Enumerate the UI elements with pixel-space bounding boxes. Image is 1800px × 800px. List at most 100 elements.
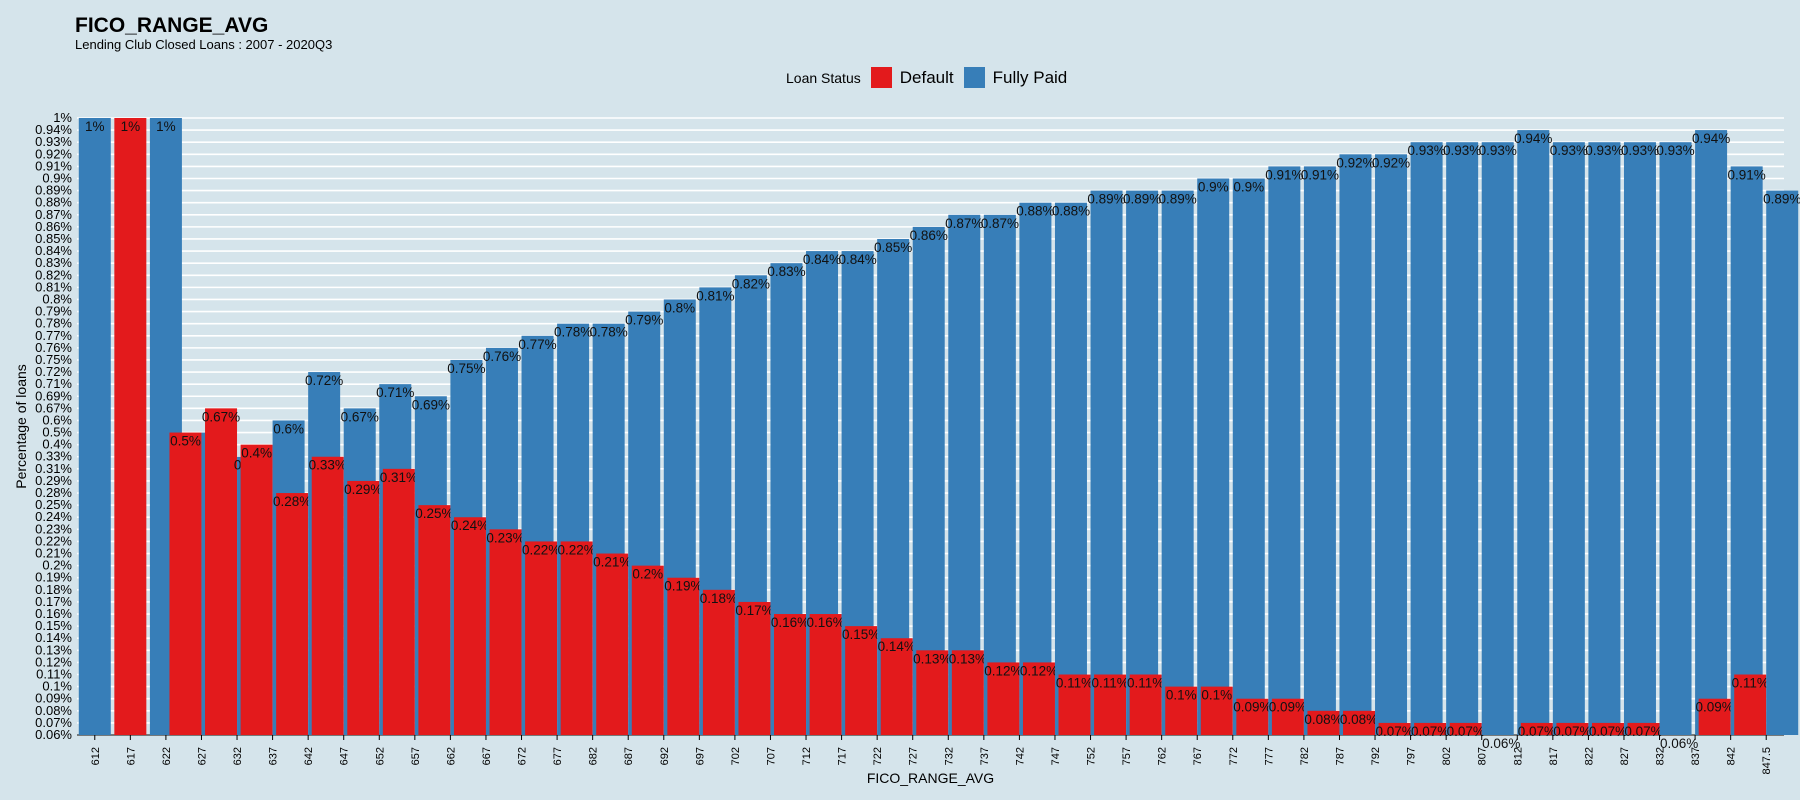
- bar-fully-paid: [1411, 142, 1443, 735]
- bar-fully-paid: [1233, 178, 1265, 735]
- x-tick-label: 847.5: [1761, 747, 1773, 775]
- x-tick-label: 842: [1726, 747, 1738, 765]
- data-label-default: 0.23%: [486, 530, 524, 545]
- data-label-default: 0.13%: [913, 651, 951, 666]
- data-label-fully-paid: 0.91%: [1265, 167, 1303, 182]
- bar-fully-paid: [1304, 166, 1336, 735]
- x-tick-label: 727: [908, 747, 920, 765]
- data-label-default: 0.07%: [1411, 724, 1449, 739]
- data-label-default: 0.12%: [984, 663, 1022, 678]
- x-tick-label: 822: [1583, 747, 1595, 765]
- x-tick-label: 742: [1014, 747, 1026, 765]
- x-tick-label: 697: [694, 747, 706, 765]
- data-label-fully-paid: 0.69%: [412, 397, 450, 412]
- data-label-default: 0.09%: [1233, 700, 1271, 715]
- data-label-fully-paid: 0.9%: [1198, 179, 1229, 194]
- x-tick-label: 622: [161, 747, 173, 765]
- data-label-default: 0.5%: [170, 434, 201, 449]
- data-label-fully-paid: 0.77%: [518, 337, 556, 352]
- x-tick-label: 687: [623, 747, 635, 765]
- bar-fully-paid: [1482, 142, 1514, 735]
- data-label-default: 1%: [121, 119, 141, 134]
- data-label-default: 0.07%: [1553, 724, 1591, 739]
- data-label-fully-paid: 0.83%: [767, 264, 805, 279]
- data-label-default: 0.08%: [1304, 712, 1342, 727]
- data-label-fully-paid: 0.93%: [1621, 143, 1659, 158]
- x-tick-label: 627: [196, 747, 208, 765]
- bar-default: [596, 554, 628, 735]
- bar-default: [525, 541, 557, 735]
- data-label-default: 0.24%: [451, 518, 489, 533]
- bar-fully-paid: [1553, 142, 1585, 735]
- data-label-default: 0.29%: [344, 482, 382, 497]
- data-label-fully-paid: 0.91%: [1728, 167, 1766, 182]
- bar-fully-paid: [1091, 191, 1123, 735]
- x-tick-label: 652: [374, 747, 386, 765]
- data-label-default: 0.2%: [632, 567, 663, 582]
- bar-default: [347, 481, 379, 735]
- data-label-default: 0.4%: [241, 446, 272, 461]
- data-label-default: 0.67%: [202, 409, 240, 424]
- data-label-fully-paid: 0.93%: [1656, 143, 1694, 158]
- y-tick-label: 1%: [53, 110, 72, 125]
- x-tick-label: 647: [339, 747, 351, 765]
- data-label-default: 0.33%: [309, 458, 347, 473]
- bar-default: [241, 445, 273, 735]
- data-label-default: 0.08%: [1340, 712, 1378, 727]
- data-label-default: 0.11%: [1732, 676, 1769, 691]
- bar-default: [114, 118, 146, 735]
- bar-fully-paid: [1660, 142, 1692, 735]
- data-label-default: 0.11%: [1091, 676, 1128, 691]
- x-tick-label: 762: [1157, 747, 1169, 765]
- data-label-fully-paid: 0.82%: [732, 276, 770, 291]
- data-label-default: 0.14%: [878, 639, 916, 654]
- x-tick-label: 677: [552, 747, 564, 765]
- data-label-fully-paid: 1%: [85, 119, 105, 134]
- x-tick-label: 702: [730, 747, 742, 765]
- x-tick-label: 777: [1263, 747, 1275, 765]
- x-tick-label: 792: [1370, 747, 1382, 765]
- data-label-default: 0.11%: [1056, 676, 1093, 691]
- bar-default: [169, 433, 201, 735]
- bar-fully-paid: [984, 215, 1016, 735]
- bar-default: [276, 493, 308, 735]
- data-label-fully-paid: 0.81%: [696, 288, 734, 303]
- bar-default: [667, 578, 699, 735]
- data-label-fully-paid: 0.6%: [273, 421, 304, 436]
- data-label-fully-paid: 0.93%: [1407, 143, 1445, 158]
- bar-default: [703, 590, 735, 735]
- data-label-fully-paid: 0.85%: [874, 240, 912, 255]
- data-label-default: 0.13%: [949, 651, 987, 666]
- bar-fully-paid: [79, 118, 111, 735]
- x-axis-title: FICO_RANGE_AVG: [867, 770, 994, 786]
- data-label-default: 0.1%: [1166, 688, 1197, 703]
- bar-default: [490, 529, 522, 735]
- data-label-fully-paid: 0.87%: [981, 216, 1019, 231]
- x-tick-label: 737: [979, 747, 991, 765]
- x-tick-label: 752: [1086, 747, 1098, 765]
- bar-fully-paid: [1268, 166, 1300, 735]
- x-tick-label: 637: [268, 747, 280, 765]
- data-label-fully-paid: 0.92%: [1336, 155, 1374, 170]
- data-label-fully-paid: 0.88%: [1052, 204, 1090, 219]
- data-label-fully-paid: 0.78%: [590, 325, 628, 340]
- data-label-fully-paid: 0.89%: [1123, 192, 1161, 207]
- data-label-default: 0.07%: [1518, 724, 1556, 739]
- data-label-fully-paid: 0.89%: [1763, 192, 1800, 207]
- x-tick-label: 617: [125, 747, 137, 765]
- data-label-fully-paid: 0.79%: [625, 313, 663, 328]
- bar-default: [383, 469, 415, 735]
- data-label-fully-paid: 0.76%: [483, 349, 521, 364]
- bar-default: [738, 602, 770, 735]
- data-label-default: 0.22%: [522, 542, 560, 557]
- bar-fully-paid: [1695, 130, 1727, 735]
- x-tick-label: 782: [1299, 747, 1311, 765]
- bar-default: [454, 517, 486, 735]
- bar-fully-paid: [1375, 154, 1407, 735]
- x-tick-label: 797: [1406, 747, 1418, 765]
- x-tick-label: 662: [445, 747, 457, 765]
- bar-fully-paid: [1446, 142, 1478, 735]
- data-label-default: 0.28%: [273, 494, 311, 509]
